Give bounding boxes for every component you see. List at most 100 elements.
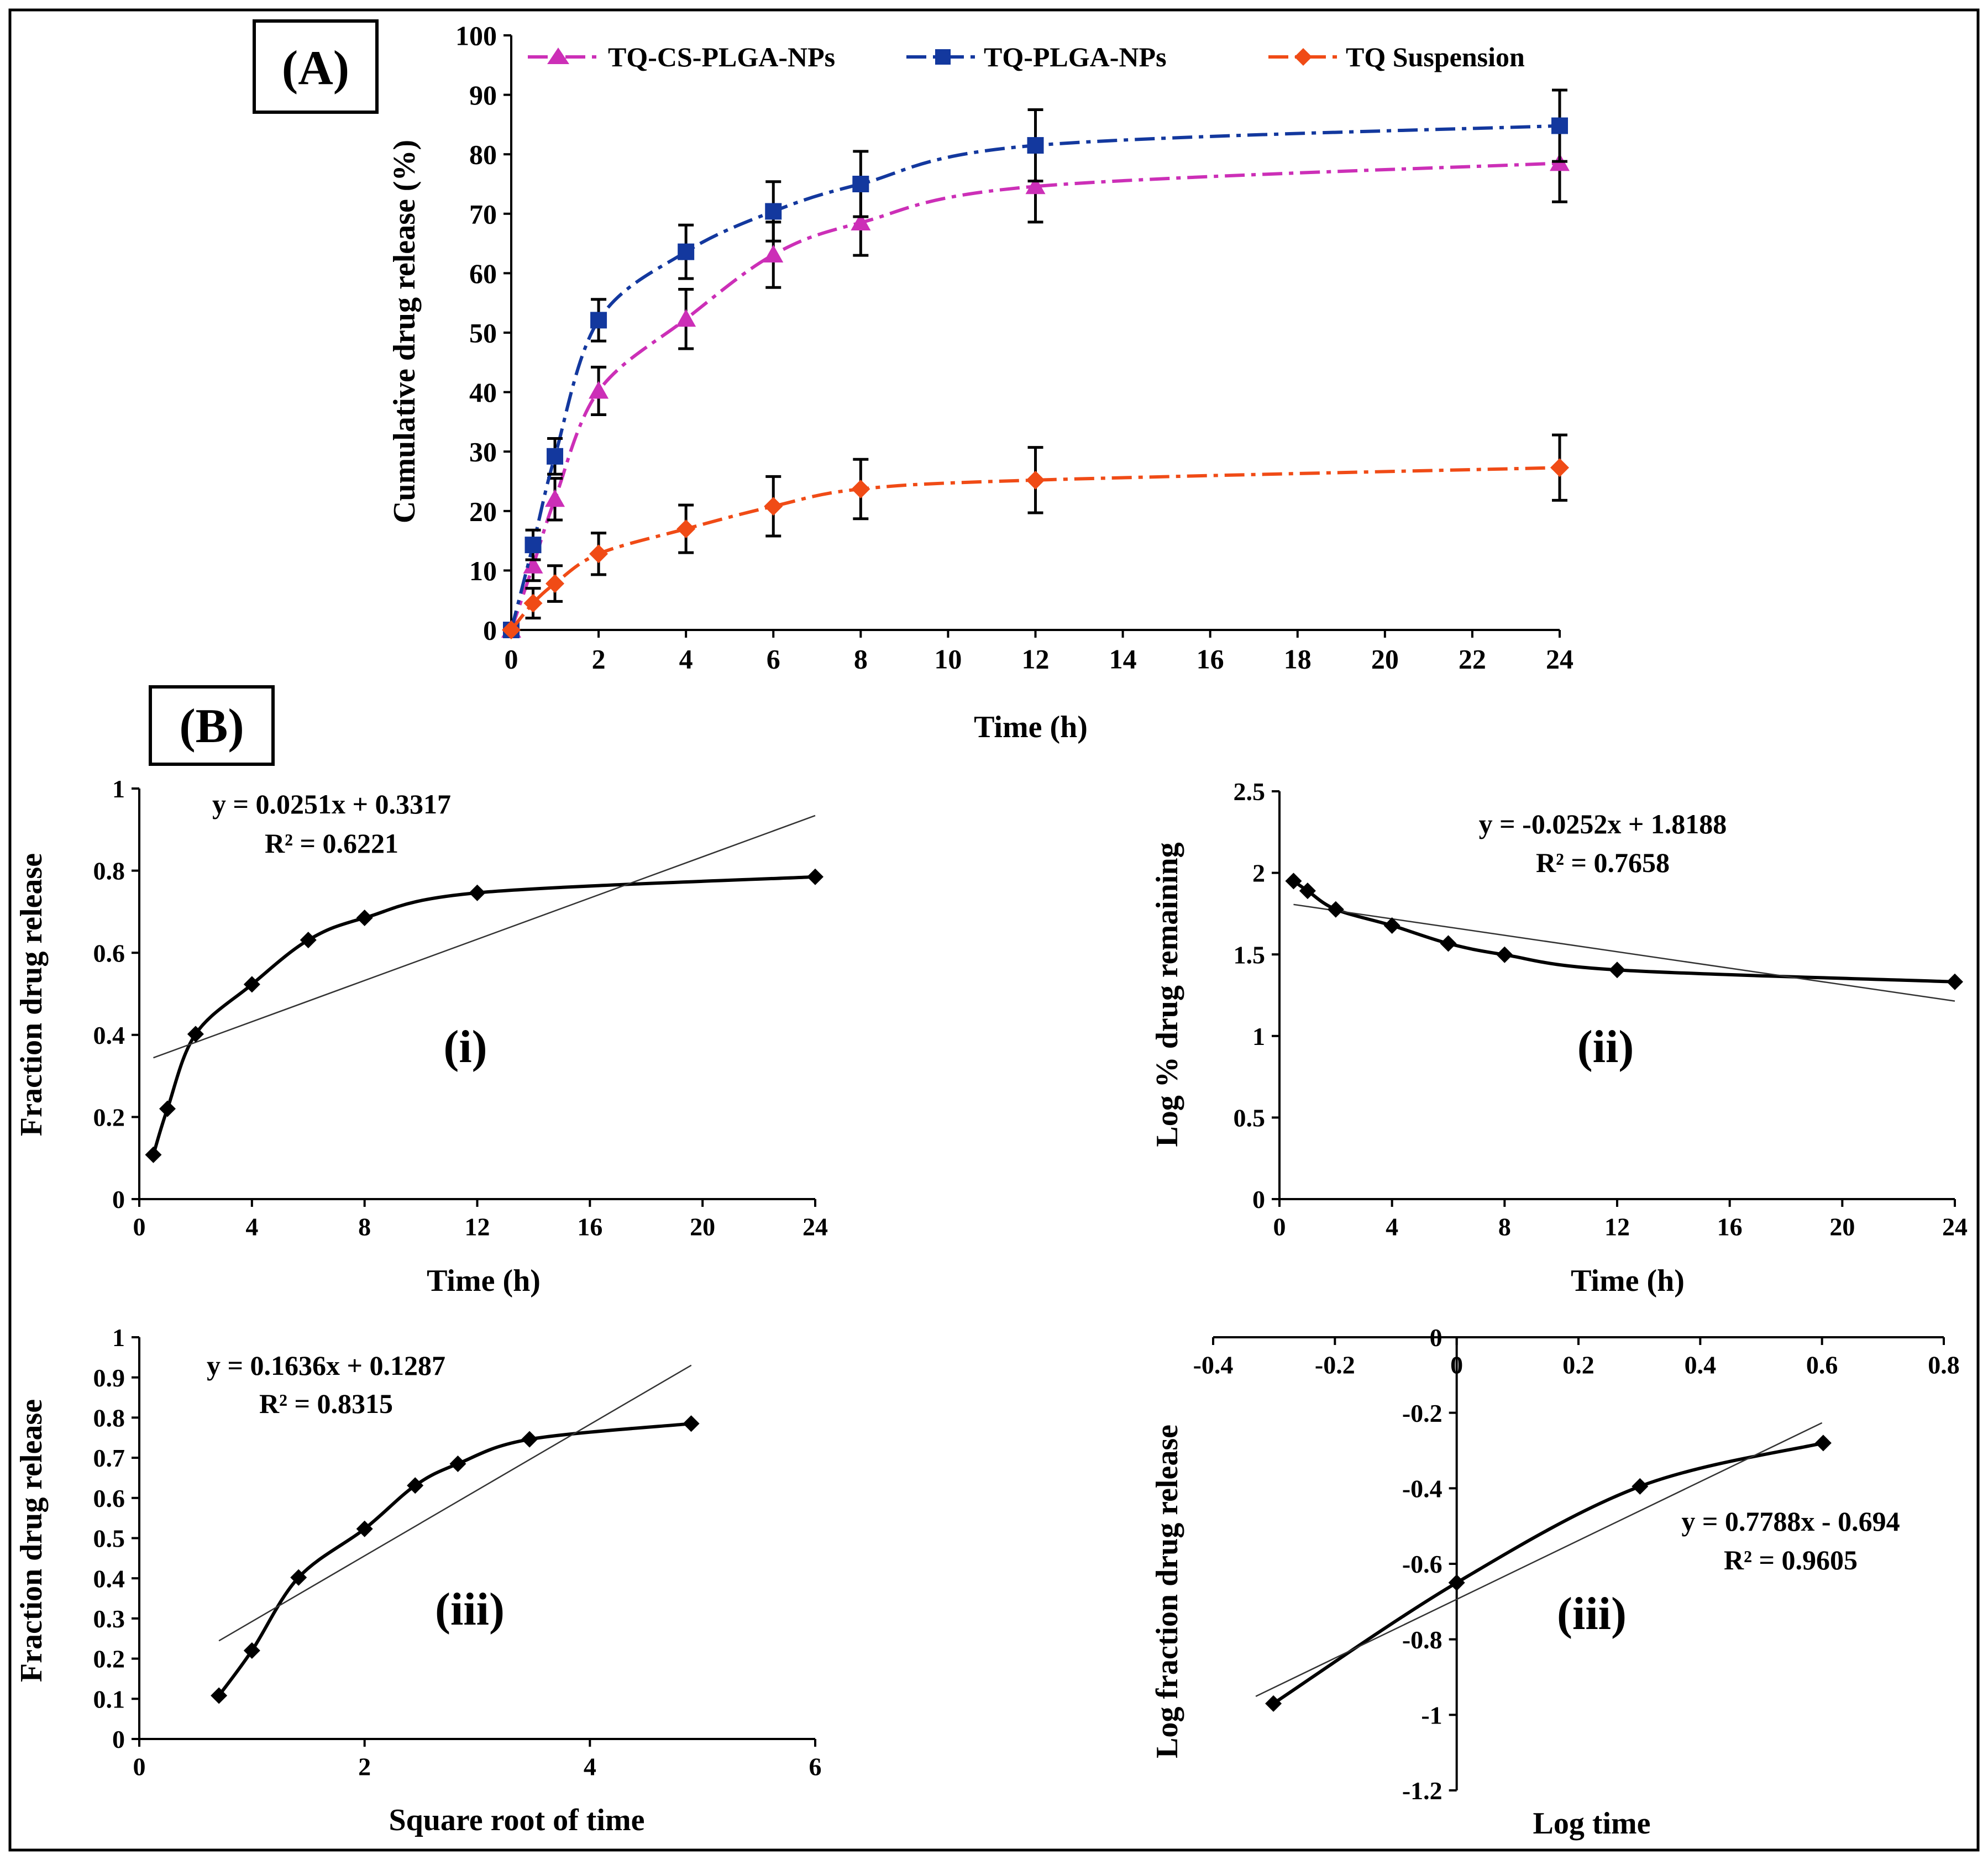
y-tick-label: 0.7	[93, 1444, 125, 1472]
fit-equation: y = -0.0252x + 1.8188	[1479, 808, 1727, 839]
data-point	[356, 1520, 373, 1537]
data-point-triangle	[676, 309, 696, 327]
y-tick-label: -0.6	[1402, 1550, 1443, 1578]
data-point-triangle	[763, 245, 784, 263]
x-axis-label: Log time	[1533, 1806, 1650, 1841]
data-point	[407, 1477, 424, 1494]
data-point	[469, 884, 486, 901]
trendline	[1255, 1422, 1823, 1697]
y-axis-label: Fraction drug release	[14, 853, 49, 1136]
legend-label-tq-cs-plga: TQ-CS-PLGA-NPs	[608, 41, 835, 72]
trendline	[153, 815, 816, 1059]
x-tick-label: 0.2	[1562, 1351, 1594, 1379]
x-tick-label: 24	[1546, 644, 1573, 675]
y-tick-label: 2	[1252, 859, 1265, 887]
x-axis-label: Square root of time	[389, 1803, 645, 1837]
x-tick-label: 8	[854, 644, 868, 675]
legend-item-tq-cs-plga: TQ-CS-PLGA-NPs	[528, 41, 835, 72]
fit-equation: y = 0.1636x + 0.1287	[207, 1350, 445, 1381]
y-tick-label: 30	[469, 437, 497, 467]
fit-r2: R² = 0.7658	[1536, 847, 1670, 878]
chart-ii: 0 4 8 12 16 20 24 0 0.5 1 1.5 2 2.5 Time (h) Log % dru…	[1150, 777, 1968, 1298]
y-tick-label: 0.5	[1234, 1104, 1266, 1132]
data-point-square	[547, 448, 564, 465]
x-tick-label: 14	[1109, 644, 1137, 675]
y-axis-label: Log fraction drug release	[1150, 1425, 1184, 1758]
x-tick-label: 16	[1717, 1213, 1743, 1241]
x-tick-label: 4	[584, 1753, 596, 1781]
y-axis-label: Cumulative drug release (%)	[387, 140, 422, 523]
data-point	[243, 1642, 260, 1659]
y-tick-label: 1	[1252, 1022, 1265, 1050]
data-point	[187, 1026, 204, 1043]
data-curve	[217, 1422, 691, 1697]
x-tick-label: 10	[934, 644, 962, 675]
x-tick-label: 24	[802, 1213, 828, 1241]
y-tick-label: 0.4	[93, 1021, 125, 1049]
series-line-1	[510, 124, 1560, 630]
chart-iii-b: -0.4 -0.2 0 0.2 0.4 0.6 0.8-1.2-1-0.8-0.6-0.4-…	[1150, 1323, 1960, 1841]
data-point-triangle	[589, 381, 609, 399]
data-point-diamond	[545, 574, 565, 593]
data-point-triangle	[851, 212, 871, 230]
y-tick-label: 0.4	[93, 1564, 125, 1593]
x-tick-label: 0	[133, 1213, 146, 1241]
data-point	[1814, 1435, 1832, 1452]
x-tick-label: 2	[358, 1753, 371, 1781]
data-point	[1299, 882, 1316, 900]
legend-marker-tq-cs-plga	[547, 48, 569, 64]
x-tick-label: 6	[767, 644, 780, 675]
data-point-square	[590, 312, 607, 329]
data-point	[145, 1146, 162, 1163]
x-axis-label: Time (h)	[974, 710, 1088, 744]
data-curve	[1292, 879, 1955, 984]
x-tick-label: 20	[690, 1213, 715, 1241]
data-point	[1496, 946, 1513, 963]
y-tick-label: 1	[112, 775, 125, 803]
x-tick-label: 0.4	[1685, 1351, 1717, 1379]
x-tick-label: 4	[679, 644, 693, 675]
data-point-diamond	[676, 519, 696, 539]
data-point	[1440, 935, 1457, 952]
x-tick-label: 4	[1386, 1213, 1398, 1241]
fit-r2: R² = 0.8315	[259, 1388, 393, 1419]
data-point-diamond	[589, 544, 609, 564]
data-point	[1383, 917, 1400, 934]
x-tick-label: 0	[505, 644, 518, 675]
data-point	[300, 932, 317, 949]
subplot-label: (iii)	[1557, 1588, 1627, 1640]
y-tick-label: 0	[1430, 1323, 1443, 1352]
y-tick-label: 0	[483, 615, 497, 646]
fit-r2: R² = 0.9605	[1724, 1544, 1858, 1575]
x-tick-label: -0.2	[1315, 1351, 1355, 1379]
trendline	[1293, 903, 1955, 1002]
y-tick-label: 0.5	[93, 1525, 125, 1553]
data-point	[449, 1456, 466, 1473]
x-tick-label: 22	[1459, 644, 1486, 675]
fit-equation: y = 0.0251x + 0.3317	[212, 789, 451, 819]
data-point-triangle	[523, 555, 543, 574]
subplot-label: (ii)	[1577, 1021, 1634, 1073]
data-point	[1947, 973, 1963, 990]
data-point-diamond	[764, 497, 783, 516]
y-tick-label: 10	[469, 555, 497, 586]
data-point-diamond	[523, 593, 543, 613]
panel-b-label: (B)	[179, 700, 244, 753]
data-point	[1448, 1574, 1465, 1591]
y-tick-label: 0.9	[93, 1364, 125, 1392]
y-tick-label: 20	[469, 496, 497, 527]
x-tick-label: 0	[1273, 1213, 1286, 1241]
x-tick-label: 12	[1604, 1213, 1630, 1241]
x-tick-label: 4	[245, 1213, 258, 1241]
legend-marker-tq-plga	[935, 49, 951, 65]
data-point-square	[524, 537, 542, 554]
y-tick-label: 0.3	[93, 1605, 125, 1633]
y-tick-label: 0.1	[93, 1685, 125, 1713]
y-tick-label: 50	[469, 318, 497, 349]
x-tick-label: 8	[1498, 1213, 1511, 1241]
data-point	[683, 1415, 700, 1432]
y-tick-label: 60	[469, 258, 497, 289]
y-tick-label: -0.2	[1402, 1399, 1443, 1427]
y-tick-label: 100	[455, 20, 497, 51]
x-tick-label: 6	[809, 1753, 822, 1781]
